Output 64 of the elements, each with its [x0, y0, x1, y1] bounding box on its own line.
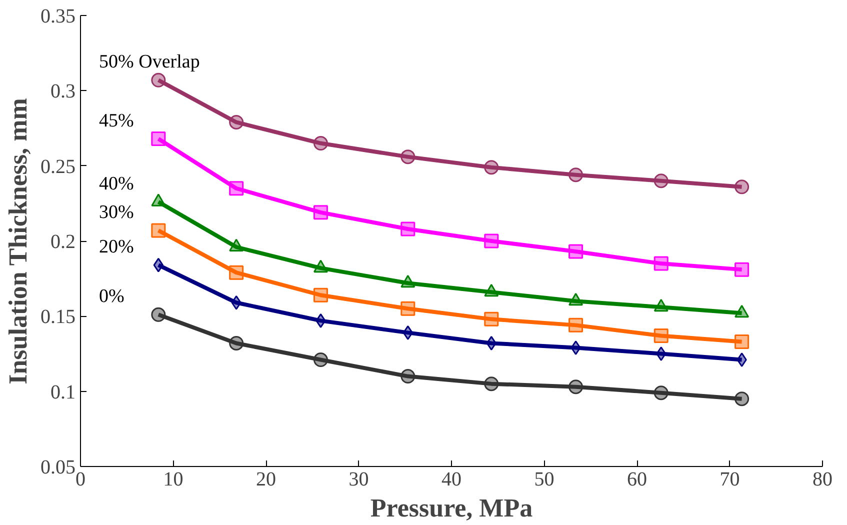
- point: [313, 288, 328, 302]
- point: [229, 336, 244, 350]
- point: [400, 301, 416, 316]
- x-tick-label: 50: [534, 468, 554, 490]
- point: [484, 160, 499, 175]
- point: [736, 352, 747, 368]
- series-label: 20%: [99, 236, 134, 258]
- point: [656, 346, 666, 361]
- point: [568, 244, 584, 259]
- y-axis-title: Insulation Thickness, mm: [4, 98, 32, 384]
- x-tick-label: 60: [627, 468, 647, 490]
- point: [151, 72, 166, 88]
- point: [229, 181, 244, 196]
- point: [484, 312, 499, 326]
- x-axis-title: Pressure, MPa: [370, 494, 533, 522]
- x-tick-label: 0: [76, 468, 86, 490]
- x-tick-label: 30: [348, 468, 369, 490]
- y-tick-label: 0.1: [50, 381, 76, 404]
- x-tick-label: 20: [256, 468, 276, 490]
- point: [400, 222, 416, 236]
- x-tick-label: 80: [812, 468, 832, 490]
- series-label: 40%: [99, 173, 134, 194]
- point: [400, 369, 416, 384]
- point: [654, 328, 668, 343]
- point: [568, 380, 584, 394]
- point: [153, 258, 164, 272]
- point: [734, 392, 750, 406]
- point: [570, 340, 581, 355]
- point: [151, 307, 166, 322]
- point: [734, 334, 750, 349]
- series-label: 45%: [99, 110, 134, 132]
- y-tick-label: 0.3: [50, 80, 76, 103]
- series-label: 0%: [99, 286, 125, 308]
- point: [400, 150, 416, 164]
- point: [313, 205, 328, 220]
- point: [734, 262, 750, 277]
- point: [231, 295, 242, 310]
- y-tick-label: 0.2: [50, 231, 76, 253]
- point: [734, 180, 750, 194]
- series-label: 30%: [99, 202, 134, 223]
- point: [151, 223, 166, 238]
- point: [229, 115, 244, 130]
- y-tick-label: 0.15: [40, 306, 76, 328]
- point: [402, 325, 413, 340]
- y-tick-label: 0.35: [40, 6, 76, 28]
- point: [568, 318, 584, 332]
- x-tick-label: 10: [163, 468, 184, 490]
- series-label: 50% Overlap: [99, 52, 200, 73]
- point: [484, 234, 499, 248]
- point: [229, 265, 244, 280]
- point: [486, 336, 496, 350]
- point: [654, 256, 668, 271]
- point: [313, 136, 328, 151]
- point: [151, 132, 166, 146]
- x-tick-label: 40: [442, 468, 462, 490]
- point: [313, 352, 328, 367]
- point: [568, 168, 584, 182]
- x-tick-label: 70: [720, 468, 740, 490]
- y-tick-label: 0.25: [40, 156, 76, 178]
- y-tick-label: 0.05: [40, 456, 76, 478]
- point: [484, 376, 499, 392]
- point: [654, 386, 668, 400]
- point: [316, 313, 326, 328]
- point: [654, 174, 668, 188]
